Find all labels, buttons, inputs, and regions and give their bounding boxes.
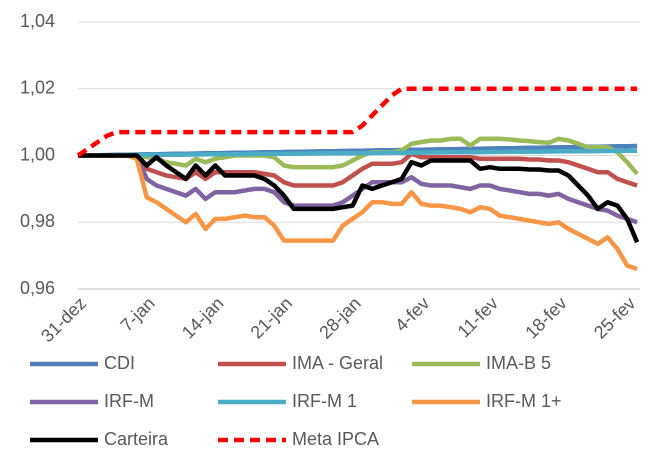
y-tick-label: 1,02 <box>20 78 55 98</box>
x-tick-label: 31-dez <box>37 293 90 346</box>
legend-label: Carteira <box>104 429 169 449</box>
y-tick-label: 1,04 <box>20 11 55 31</box>
x-tick-label: 28-jan <box>315 293 365 343</box>
x-tick-label: 4-fev <box>391 293 433 335</box>
x-tick-label: 14-jan <box>178 293 228 343</box>
series-line <box>76 86 638 158</box>
legend-label: IRF-M 1 <box>292 391 357 411</box>
y-tick-label: 1,00 <box>20 144 55 164</box>
legend-label: Meta IPCA <box>292 429 379 449</box>
series-line <box>78 153 638 225</box>
legend-label: IRF-M 1+ <box>486 391 562 411</box>
x-tick-label: 11-fev <box>454 293 503 342</box>
x-tick-label: 21-jan <box>247 293 297 343</box>
series-line <box>78 151 638 188</box>
series-line <box>78 136 639 176</box>
x-tick-label: 25-fev <box>590 293 640 343</box>
series-line <box>77 148 638 158</box>
legend-label: IMA-B 5 <box>486 353 551 373</box>
series-line <box>78 153 638 272</box>
x-tick-label: 18-fev <box>521 293 571 343</box>
legend-label: IRF-M <box>104 391 154 411</box>
series-line <box>78 153 640 244</box>
legend-label: IMA - Geral <box>292 353 383 373</box>
legend-label: CDI <box>104 353 135 373</box>
y-tick-label: 0,98 <box>20 211 55 231</box>
y-tick-label: 0,96 <box>20 278 55 298</box>
x-tick-label: 7-jan <box>116 293 158 335</box>
